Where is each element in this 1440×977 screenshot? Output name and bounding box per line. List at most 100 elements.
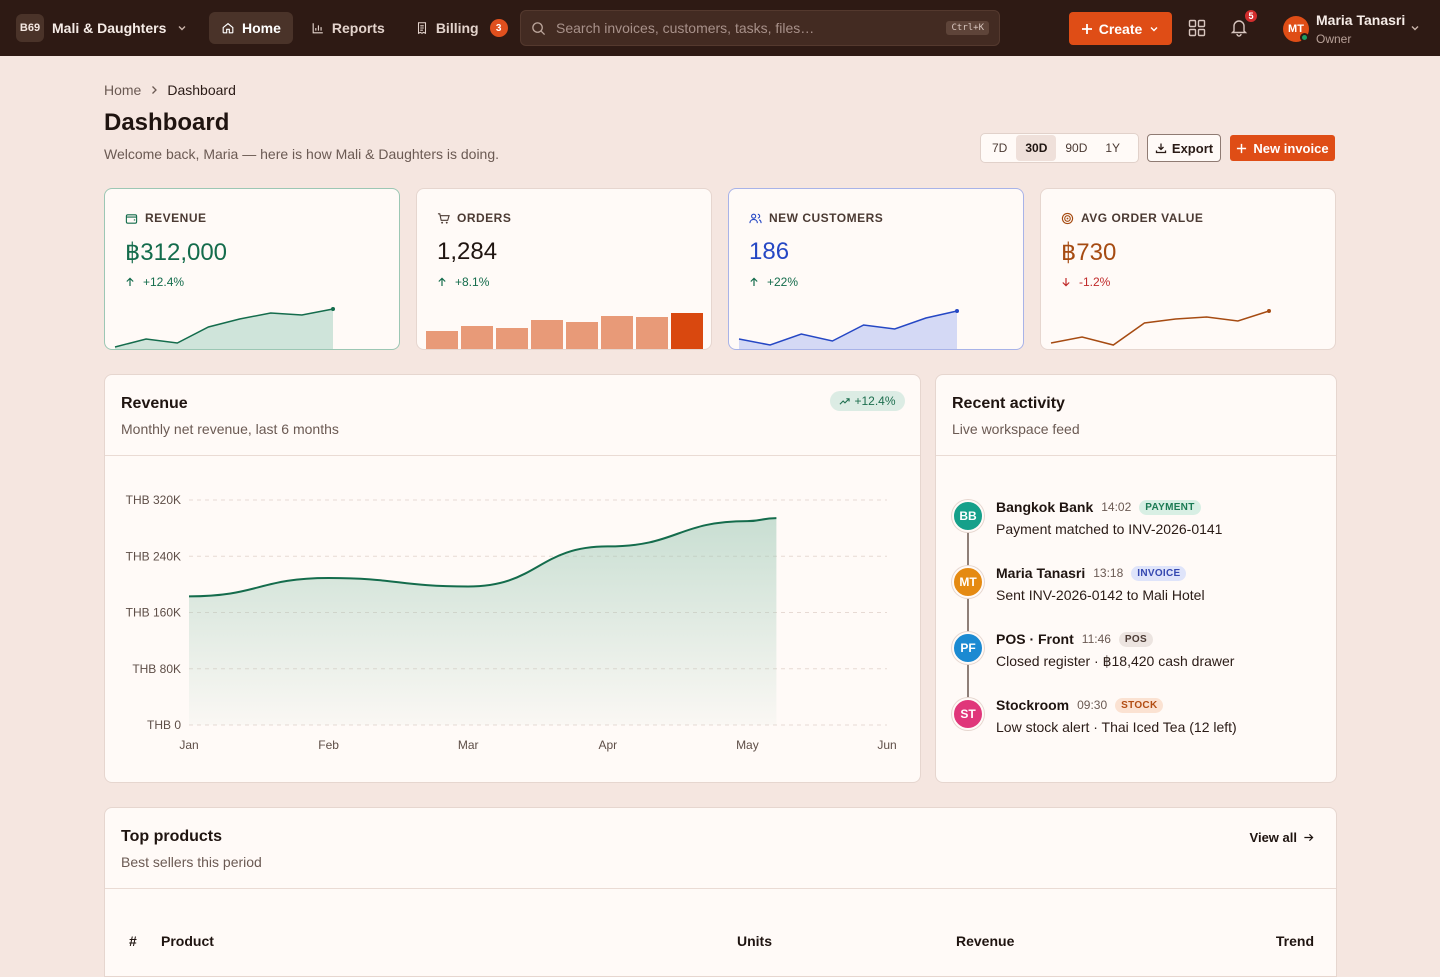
export-button[interactable]: Export bbox=[1147, 134, 1221, 162]
page-title: Dashboard bbox=[104, 109, 230, 136]
range-1y[interactable]: 1Y bbox=[1105, 141, 1121, 155]
nav-billing-label: Billing bbox=[435, 20, 479, 36]
new-invoice-button[interactable]: New invoice bbox=[1230, 135, 1335, 161]
wallet-icon bbox=[125, 213, 138, 224]
kpi-delta-row: -1.2% bbox=[1061, 275, 1110, 289]
orders-bar bbox=[531, 320, 563, 349]
kpi-value: ฿312,000 bbox=[125, 239, 228, 266]
activity-tag: INVOICE bbox=[1131, 565, 1187, 581]
revenue-subtitle: Monthly net revenue, last 6 months bbox=[121, 421, 339, 437]
x-tick-label: Apr bbox=[598, 738, 617, 752]
products-subtitle: Best sellers this period bbox=[121, 854, 262, 870]
arrow-up-icon bbox=[438, 277, 446, 286]
sparkline-area bbox=[739, 311, 957, 349]
top-products-panel: Top products Best sellers this period Vi… bbox=[104, 807, 1337, 977]
create-button[interactable]: Create bbox=[1069, 12, 1172, 45]
bell-icon[interactable] bbox=[1229, 17, 1249, 37]
orders-bar bbox=[426, 331, 458, 349]
org-switcher[interactable]: B69 Mali & Daughters bbox=[16, 14, 188, 42]
page-subtitle: Welcome back, Maria — here is how Mali &… bbox=[104, 146, 500, 162]
kpi-label: ORDERS bbox=[457, 211, 512, 225]
kpi-card-orders[interactable]: ORDERS 1,284 +8.1% bbox=[416, 188, 712, 350]
search-input[interactable] bbox=[556, 20, 947, 36]
online-status-dot bbox=[1300, 33, 1309, 42]
orders-bar bbox=[601, 316, 633, 349]
y-tick-label: THB 240K bbox=[126, 549, 181, 563]
activity-subtitle: Live workspace feed bbox=[952, 421, 1080, 437]
kpi-value: 1,284 bbox=[437, 238, 498, 265]
kpi-delta: +12.4% bbox=[143, 275, 185, 289]
receipt-icon bbox=[417, 22, 426, 35]
activity-actor: POS · Front bbox=[996, 631, 1074, 647]
activity-header: Bangkok Bank 14:02 PAYMENT bbox=[996, 499, 1201, 515]
breadcrumb-current: Dashboard bbox=[167, 82, 236, 98]
divider bbox=[105, 888, 1336, 889]
nav-reports[interactable]: Reports bbox=[299, 12, 397, 44]
customers-sparkline bbox=[738, 309, 959, 349]
range-90d[interactable]: 90D bbox=[1065, 141, 1088, 155]
revenue-panel: Revenue Monthly net revenue, last 6 mont… bbox=[104, 374, 921, 783]
activity-time: 09:30 bbox=[1077, 698, 1108, 712]
nav-home[interactable]: Home bbox=[209, 12, 293, 44]
user-name[interactable]: Maria Tanasri bbox=[1316, 12, 1406, 28]
range-30d[interactable]: 30D bbox=[1016, 135, 1057, 161]
global-search[interactable]: Ctrl+K bbox=[520, 10, 1000, 46]
y-tick-label: THB 0 bbox=[147, 718, 181, 732]
activity-header: Stockroom 09:30 STOCK bbox=[996, 697, 1164, 713]
nav-reports-label: Reports bbox=[331, 20, 385, 36]
sparkline-endpoint bbox=[1267, 309, 1271, 313]
user-avatar[interactable]: MT bbox=[1283, 16, 1309, 42]
column-header-product[interactable]: Product bbox=[161, 933, 214, 949]
chevron-down-icon bbox=[1150, 26, 1158, 31]
orders-bar bbox=[496, 328, 528, 349]
range-7d[interactable]: 7D bbox=[992, 141, 1008, 155]
activity-tag: STOCK bbox=[1115, 697, 1164, 713]
kpi-card-avg-order-value[interactable]: AVG ORDER VALUE ฿730 -1.2% bbox=[1040, 188, 1336, 350]
activity-header: Maria Tanasri 13:18 INVOICE bbox=[996, 565, 1187, 581]
chevron-down-icon[interactable] bbox=[1409, 22, 1421, 34]
kpi-label-row: REVENUE bbox=[125, 211, 207, 225]
main-nav: Home Reports Billing 3 bbox=[209, 12, 520, 44]
activity-item[interactable]: ST Stockroom 09:30 STOCK Low stock alert… bbox=[952, 697, 1332, 748]
notification-count-badge: 5 bbox=[1243, 8, 1259, 24]
activity-text: Low stock alert · Thai Iced Tea (12 left… bbox=[996, 719, 1237, 735]
x-tick-label: May bbox=[736, 738, 759, 752]
kpi-delta: -1.2% bbox=[1079, 275, 1111, 289]
nav-home-label: Home bbox=[242, 20, 281, 36]
search-shortcut: Ctrl+K bbox=[946, 21, 989, 35]
activity-actor: Maria Tanasri bbox=[996, 565, 1086, 581]
activity-item[interactable]: PF POS · Front 11:46 POS Closed register… bbox=[952, 631, 1332, 682]
billing-count-badge: 3 bbox=[489, 19, 508, 37]
org-name: Mali & Daughters bbox=[52, 20, 167, 36]
kpi-card-new-customers[interactable]: NEW CUSTOMERS 186 +22% bbox=[728, 188, 1024, 350]
kpi-delta-row: +8.1% bbox=[437, 275, 489, 289]
activity-header: POS · Front 11:46 POS bbox=[996, 631, 1153, 647]
chevron-down-icon bbox=[178, 26, 186, 31]
avg-order-sparkline bbox=[1050, 309, 1271, 346]
activity-text: Closed register · ฿18,420 cash drawer bbox=[996, 653, 1235, 669]
activity-item[interactable]: MT Maria Tanasri 13:18 INVOICE Sent INV-… bbox=[952, 565, 1332, 616]
sparkline-line bbox=[1050, 310, 1270, 346]
kpi-card-revenue[interactable]: REVENUE ฿312,000 +12.4% bbox=[104, 188, 400, 350]
column-header-units[interactable]: Units bbox=[737, 933, 772, 949]
kpi-label-row: ORDERS bbox=[437, 211, 511, 225]
kpi-label: AVG ORDER VALUE bbox=[1081, 211, 1204, 225]
divider bbox=[936, 455, 1336, 456]
revenue-line bbox=[188, 517, 777, 598]
activity-item[interactable]: BB Bangkok Bank 14:02 PAYMENT Payment ma… bbox=[952, 499, 1332, 550]
view-all-link[interactable]: View all bbox=[1250, 830, 1314, 845]
user-role: Owner bbox=[1316, 32, 1352, 46]
revenue-title: Revenue bbox=[121, 395, 188, 412]
users-icon bbox=[749, 213, 762, 223]
kpi-label-row: AVG ORDER VALUE bbox=[1061, 211, 1203, 225]
column-header-revenue[interactable]: Revenue bbox=[956, 933, 1015, 949]
nav-billing[interactable]: Billing 3 bbox=[403, 12, 520, 44]
column-header-rank[interactable]: # bbox=[129, 933, 137, 949]
breadcrumb-home[interactable]: Home bbox=[104, 82, 142, 98]
column-header-trend[interactable]: Trend bbox=[1275, 933, 1314, 949]
apps-grid-icon[interactable] bbox=[1187, 18, 1207, 38]
x-tick-label: Mar bbox=[458, 738, 479, 752]
download-icon bbox=[1155, 143, 1167, 154]
search-icon bbox=[532, 21, 546, 35]
arrow-right-icon bbox=[1304, 833, 1314, 842]
